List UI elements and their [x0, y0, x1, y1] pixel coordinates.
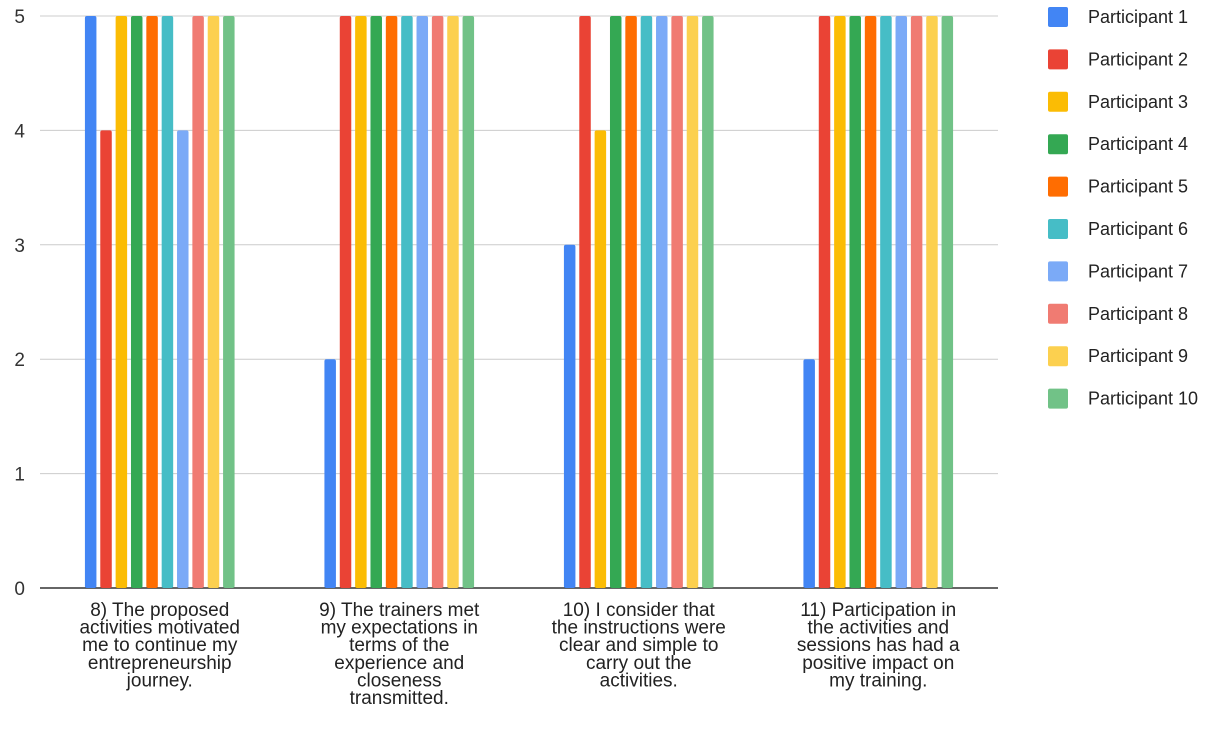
bar-participant-4 [130, 16, 143, 588]
y-tick-label: 0 [14, 579, 25, 600]
bar-participant-7 [656, 16, 668, 588]
bar-participant-5 [385, 16, 398, 588]
bar-participant-10 [702, 16, 714, 588]
x-category-label-line: carry out the [586, 653, 692, 674]
legend-label: Participant 5 [1088, 177, 1188, 197]
legend-swatch [1048, 91, 1068, 112]
legend-swatch [1048, 388, 1068, 409]
x-category-label-line: 8) The proposed [90, 600, 229, 621]
legend-label: Participant 4 [1088, 134, 1188, 154]
legend-label: Participant 10 [1088, 389, 1198, 409]
bar-participant-10 [941, 16, 954, 588]
x-category-label: 11) Participation in the activities and se… [797, 600, 960, 691]
x-category-label-line: me to continue my [82, 635, 238, 656]
bar-participant-8 [910, 16, 923, 588]
bar-participant-6 [640, 16, 653, 588]
bar-participant-10 [223, 16, 235, 588]
bar-participant-3 [115, 16, 128, 588]
x-category-label-line: 11) Participation in [800, 600, 956, 621]
bar-participant-8 [431, 16, 444, 588]
bar-participant-5 [146, 16, 158, 588]
bar-participant-4 [609, 16, 622, 588]
bar-participant-10 [462, 16, 475, 588]
legend-label: Participant 7 [1088, 261, 1188, 281]
y-tick-label: 5 [14, 7, 25, 28]
legend-label: Participant 9 [1088, 346, 1188, 366]
bar-participant-7 [177, 130, 189, 588]
legend: Participant 1 Participant 2 Participant 3 P… [1048, 7, 1198, 409]
x-category-label-line: sessions has had a [797, 635, 960, 656]
bar-participant-2 [579, 16, 591, 588]
x-category-label: 9) The trainers met my expectations in ter… [319, 600, 480, 709]
x-category-label-line: 10) I consider that [563, 600, 716, 621]
legend-label: Participant 2 [1088, 49, 1188, 69]
legend-swatch [1048, 261, 1068, 282]
bar-participant-9 [447, 16, 459, 588]
bar-participant-5 [625, 16, 637, 588]
x-category-label: 8) The proposed activities motivated me to… [79, 600, 240, 691]
bar-participant-6 [880, 16, 892, 588]
bar-participant-9 [686, 16, 699, 588]
legend-label: Participant 8 [1088, 304, 1188, 324]
legend-swatch [1048, 303, 1068, 324]
bar-participant-4 [370, 16, 382, 588]
x-category-label-line: my training. [829, 670, 927, 691]
x-category-label-line: entrepreneurship [88, 653, 232, 674]
bar-participant-6 [401, 16, 413, 588]
bar-participant-3 [355, 16, 367, 588]
x-category-label-line: transmitted. [350, 688, 449, 709]
bars [84, 16, 954, 589]
legend-swatch [1048, 219, 1068, 239]
legend-swatch [1048, 176, 1068, 197]
y-tick-label: 1 [14, 465, 25, 486]
x-category-label-line: terms of the [349, 635, 449, 656]
bar-participant-3 [594, 130, 607, 588]
y-tick-label: 3 [14, 236, 25, 257]
legend-swatch [1048, 49, 1068, 70]
bar-participant-6 [161, 16, 174, 588]
legend-swatch [1048, 7, 1068, 27]
x-category-label-line: clear and simple to [559, 635, 718, 656]
x-category-label-line: 9) The trainers met [319, 600, 480, 621]
x-category-label-line: activities. [600, 670, 678, 691]
legend-label: Participant 3 [1088, 92, 1188, 112]
x-category-label-line: positive impact on [802, 653, 954, 674]
bar-participant-8 [192, 16, 204, 588]
bar-participant-1 [84, 16, 97, 588]
legend-label: Participant 1 [1088, 7, 1188, 27]
y-tick-label: 2 [14, 350, 25, 371]
bar-participant-7 [416, 16, 429, 588]
legend-swatch [1048, 134, 1068, 155]
bar-participant-3 [834, 16, 846, 588]
x-category-label-line: the instructions were [552, 618, 726, 639]
bar-participant-7 [895, 16, 908, 588]
x-category-label-line: activities motivated [79, 618, 240, 639]
bar-participant-2 [339, 16, 352, 588]
bar-participant-1 [324, 359, 336, 588]
x-category-label-line: my expectations in [321, 618, 478, 639]
bar-participant-1 [563, 244, 576, 589]
x-category-label-line: journey. [126, 670, 193, 691]
legend-swatch [1048, 346, 1068, 367]
x-axis: 8) The proposed activities motivated me to… [79, 600, 960, 709]
y-tick-label: 4 [14, 121, 25, 142]
bar-participant-2 [100, 130, 112, 588]
bar-participant-9 [207, 16, 220, 588]
x-category-label: 10) I consider that the instructions were… [552, 600, 726, 691]
bar-participant-5 [864, 16, 877, 588]
bar-participant-2 [818, 16, 831, 588]
x-category-label-line: closeness [357, 670, 442, 691]
bar-participant-9 [926, 16, 938, 588]
bar-participant-4 [849, 16, 861, 588]
legend-label: Participant 6 [1088, 219, 1188, 239]
y-axis: 0 1 2 3 4 5 [14, 7, 25, 600]
bar-participant-8 [671, 16, 683, 588]
x-category-label-line: experience and [334, 653, 464, 674]
x-category-label-line: the activities and [807, 618, 949, 639]
bar-participant-1 [803, 359, 815, 588]
